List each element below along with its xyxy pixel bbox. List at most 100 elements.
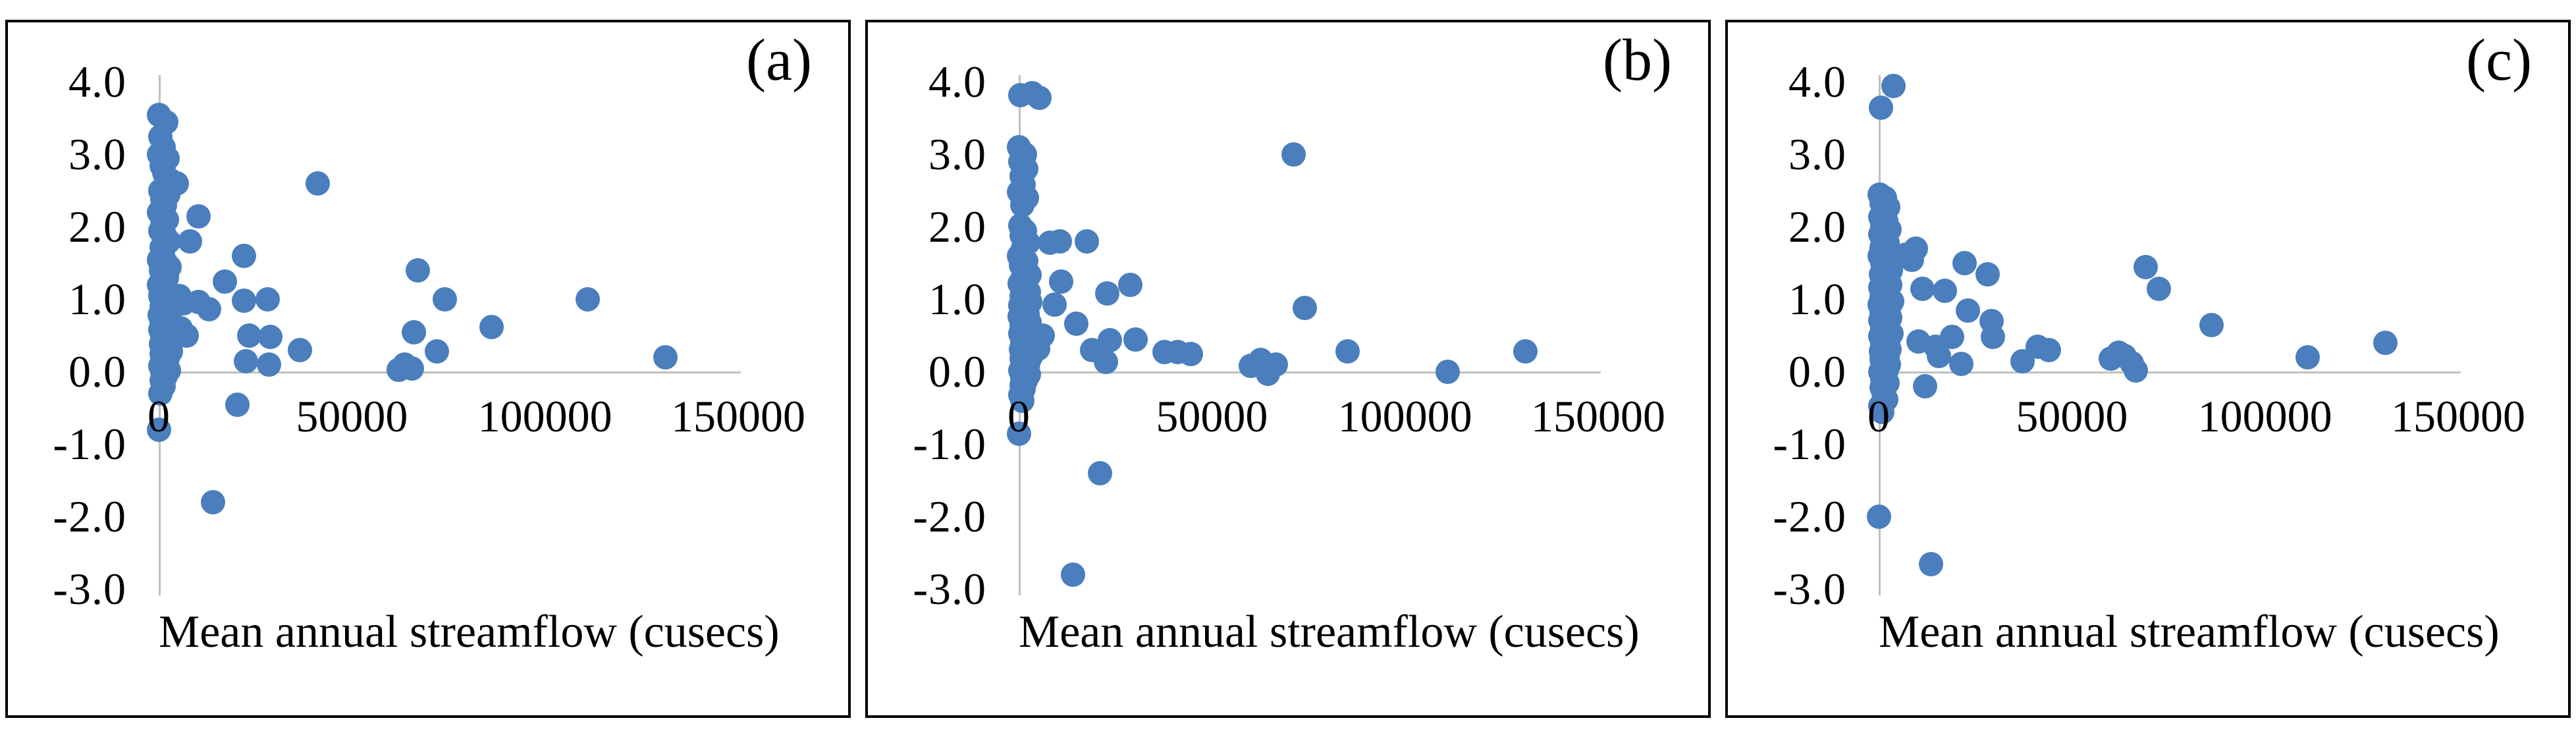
y-tick-label: 4.0 <box>68 57 126 107</box>
data-point <box>1098 327 1123 352</box>
data-point <box>1881 73 1906 98</box>
y-tick-label: 2.0 <box>68 202 126 252</box>
y-tick-label: 0.0 <box>928 346 986 397</box>
y-tick-label: 3.0 <box>1788 129 1846 179</box>
data-point <box>1063 312 1088 337</box>
data-point <box>234 348 258 373</box>
data-point <box>1868 95 1893 120</box>
data-point <box>148 381 173 406</box>
data-point <box>225 392 250 417</box>
data-point <box>232 288 257 314</box>
data-point <box>1010 389 1035 413</box>
data-point <box>1981 325 2006 350</box>
x-tick-label: 150000 <box>1531 391 1665 441</box>
y-tick-label: 3.0 <box>68 129 126 179</box>
data-point <box>1047 229 1072 254</box>
data-point <box>1932 278 1957 303</box>
x-tick-label: 150000 <box>671 391 805 441</box>
plot-area-b: 4.0 3.0 2.0 1.0 0.0 -1.0 -2.0 -3.0 0 50000 100000 1… <box>868 22 1708 715</box>
y-tick-label: -1.0 <box>53 419 126 469</box>
data-point <box>1061 562 1086 587</box>
data-point <box>1281 142 1306 167</box>
panel-corner-label: (b) <box>1603 28 1672 93</box>
data-point <box>1910 276 1935 301</box>
y-tick-label: 2.0 <box>1788 202 1846 252</box>
data-point <box>1264 352 1289 377</box>
data-point <box>1007 421 1031 446</box>
x-tick-label: 50000 <box>1156 391 1268 441</box>
plot-area-c: 4.0 3.0 2.0 1.0 0.0 -1.0 -2.0 -3.0 0 50000 100000 1… <box>1728 22 2568 715</box>
data-point <box>1975 261 2000 287</box>
y-tick-label: -2.0 <box>53 491 126 541</box>
x-axis-line <box>1879 371 2461 373</box>
data-point <box>2124 358 2149 383</box>
x-axis-line <box>1019 371 1601 373</box>
data-point <box>1919 551 1944 576</box>
x-tick-label: 0 <box>1007 391 1030 441</box>
data-point <box>305 171 330 196</box>
data-point <box>479 314 504 339</box>
plot-area-a: 4.0 3.0 2.0 1.0 0.0 -1.0 -2.0 -3.0 0 50000 100000 1… <box>8 22 848 715</box>
data-point <box>1899 247 1924 272</box>
data-point <box>2133 254 2158 279</box>
y-tick-label: -3.0 <box>1773 564 1846 614</box>
scatter-panel-b: 4.0 3.0 2.0 1.0 0.0 -1.0 -2.0 -3.0 0 50000 100000 1… <box>865 20 1711 718</box>
y-tick-label: 0.0 <box>68 346 126 397</box>
y-tick-label: 1.0 <box>1788 274 1846 324</box>
y-tick-label: 4.0 <box>928 57 986 107</box>
y-tick-label: -2.0 <box>913 491 986 541</box>
data-point <box>186 204 211 229</box>
y-tick-label: -3.0 <box>913 564 986 614</box>
x-tick-label: 100000 <box>1337 391 1472 441</box>
data-point <box>1088 461 1113 485</box>
data-point <box>1926 343 1951 368</box>
y-tick-label: -3.0 <box>53 564 126 614</box>
data-point <box>255 287 281 312</box>
data-point <box>201 490 226 514</box>
x-tick-label: 0 <box>148 391 170 441</box>
data-point <box>402 319 427 344</box>
data-point <box>1867 505 1891 529</box>
data-point <box>257 352 282 377</box>
data-point <box>1094 349 1118 374</box>
data-point <box>2147 276 2172 301</box>
x-tick-label: 0 <box>1867 391 1890 441</box>
data-point <box>1913 374 1938 398</box>
scatter-panel-c: 4.0 3.0 2.0 1.0 0.0 -1.0 -2.0 -3.0 0 50000 100000 1… <box>1725 20 2571 718</box>
x-tick-label: 150000 <box>2391 391 2525 441</box>
data-point <box>433 287 458 312</box>
data-point <box>2199 312 2224 337</box>
data-point <box>237 323 262 348</box>
data-point <box>1074 229 1099 254</box>
scatter-panel-a: 4.0 3.0 2.0 1.0 0.0 -1.0 -2.0 -3.0 0 50000 100000 1… <box>5 20 851 718</box>
data-point <box>1027 86 1052 111</box>
data-point <box>2037 338 2062 362</box>
data-point <box>197 297 222 322</box>
data-point <box>406 258 431 283</box>
y-tick-label: 3.0 <box>928 129 986 179</box>
x-tick-label: 100000 <box>2197 391 2332 441</box>
data-point <box>232 244 257 268</box>
data-point <box>1030 323 1055 348</box>
data-point <box>212 269 237 294</box>
data-point <box>653 345 678 370</box>
y-tick-label: 0.0 <box>1788 346 1846 397</box>
y-tick-label: 2.0 <box>928 202 986 252</box>
data-point <box>1436 360 1461 384</box>
data-point <box>400 356 425 381</box>
data-point <box>576 287 601 312</box>
y-tick-label: -2.0 <box>1773 491 1846 541</box>
data-point <box>425 339 450 364</box>
data-point <box>1335 339 1360 364</box>
y-tick-label: -1.0 <box>1773 419 1846 469</box>
data-point <box>2373 331 2398 355</box>
data-point <box>1513 339 1538 364</box>
data-point <box>147 418 171 442</box>
data-point <box>177 229 202 254</box>
data-point <box>1048 269 1073 294</box>
data-point <box>1117 273 1142 297</box>
data-point <box>1123 327 1148 352</box>
y-tick-label: 1.0 <box>68 274 126 324</box>
data-point <box>1042 292 1067 317</box>
